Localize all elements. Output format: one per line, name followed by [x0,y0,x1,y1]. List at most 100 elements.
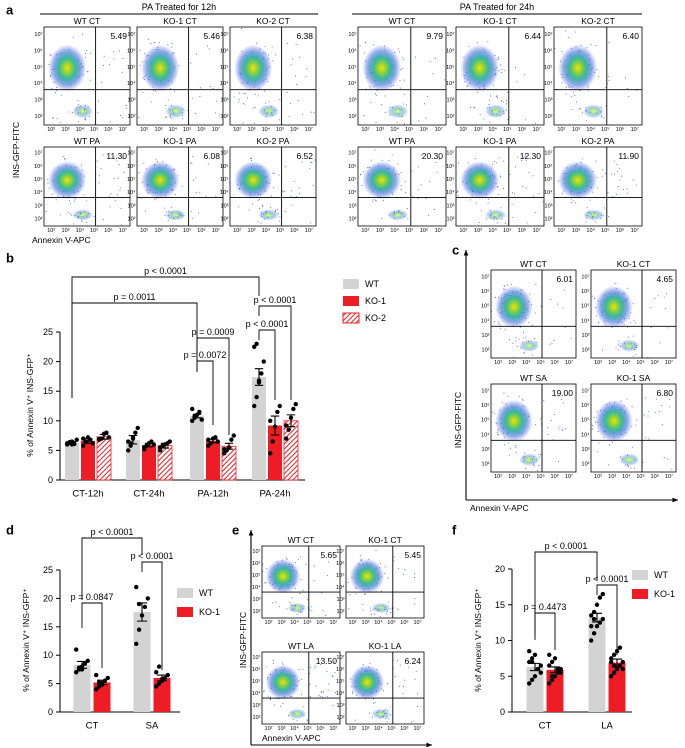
significance-label: p < 0.0001 [254,295,297,305]
significance-bracket [258,305,292,400]
event-dot [116,194,118,196]
event-dot [423,103,426,105]
event-dot [112,51,114,53]
event-dot [272,659,274,662]
event-dot [98,100,100,102]
event-dot [269,696,272,698]
event-dot [397,608,399,610]
event-dot [396,121,398,123]
event-dot [543,399,545,402]
x-tick-label: 10⁶ [104,126,112,133]
event-dot [404,180,406,182]
x-tick-label: 10³ [278,726,286,732]
event-dot [369,610,371,612]
y-tick-label: 10 [495,636,505,646]
quadrant-percent: 6.24 [404,656,421,666]
data-point [156,681,162,686]
significance-bracket [534,612,556,650]
x-tick-label: 10⁷ [212,227,220,234]
event-dot [515,340,517,342]
event-dot [384,111,386,114]
event-plot [491,283,572,358]
event-dot [163,207,166,209]
event-dot [258,198,260,200]
event-dot [414,598,416,600]
y-tick-label: 10² [349,114,357,120]
event-dot [254,93,256,95]
event-dot [540,454,542,456]
event-dot [50,55,52,57]
event-dot [384,566,386,568]
bar [588,617,606,712]
x-tick-label: 10⁷ [665,473,673,480]
event-dot [270,207,272,209]
event-dot [299,56,301,58]
x-tick-label: 10⁷ [305,126,313,133]
event-dot [627,287,629,289]
event-dot [458,162,460,164]
event-dot [171,46,173,48]
event-dot [268,101,270,103]
event-dot [384,95,386,97]
event-dot [564,30,567,32]
x-tick-label: 10⁴ [76,227,85,234]
bar [252,376,266,480]
event-dot [360,174,362,176]
event-dot [45,210,47,213]
error-bar [208,438,218,444]
data-point [104,430,109,435]
event-dot [499,175,501,177]
y-tick-label: 15 [43,386,53,396]
event-dot [332,675,334,677]
y-tick-label: 25 [43,327,53,337]
event-dot [72,36,74,38]
event-dot [374,149,376,151]
event-dot [497,57,499,59]
event-dot [294,75,297,77]
event-dot [549,171,550,172]
quadrant-percent: 6.38 [296,31,313,41]
event-plot [233,28,315,125]
event-dot [282,191,284,193]
event-dot [262,205,264,207]
data-point [611,663,617,668]
data-point [529,656,535,661]
event-dot [591,428,593,430]
event-dot [69,213,71,215]
event-dot [59,214,62,216]
x-axis-label: Annexin V-APC [32,235,91,245]
data-point [154,684,159,689]
data-point [231,433,236,438]
event-dot [610,173,613,175]
event-dot [602,169,604,171]
event-dot [413,573,416,575]
event-dot [400,184,402,187]
event-dot [100,81,102,83]
event-dot [326,695,328,698]
x-tick-label: 10⁴ [586,227,595,234]
event-dot [215,100,217,102]
event-dot [666,293,668,295]
event-dot [313,112,315,114]
event-dot [627,336,629,338]
event-dot [315,665,317,667]
event-dot [174,194,176,196]
event-dot [109,121,111,123]
event-dot [399,664,401,666]
event-dot [516,345,518,348]
event-plot [492,392,567,472]
data-point [538,670,543,675]
x-tick-label: 10⁵ [503,227,511,234]
event-dot [661,423,663,426]
event-dot [84,119,86,121]
y-tick-label: 10⁷ [220,150,228,157]
y-tick-label: 10⁴ [348,80,357,87]
y-axis-label: % of Annexin V⁺ INS-GFP⁺ [473,588,483,692]
event-dot [208,48,210,50]
x-tick-label: 10⁶ [197,227,205,234]
x-tick-label: 10⁶ [651,359,659,366]
event-dot [214,112,216,114]
event-dot [293,180,295,182]
data-point [105,675,110,681]
